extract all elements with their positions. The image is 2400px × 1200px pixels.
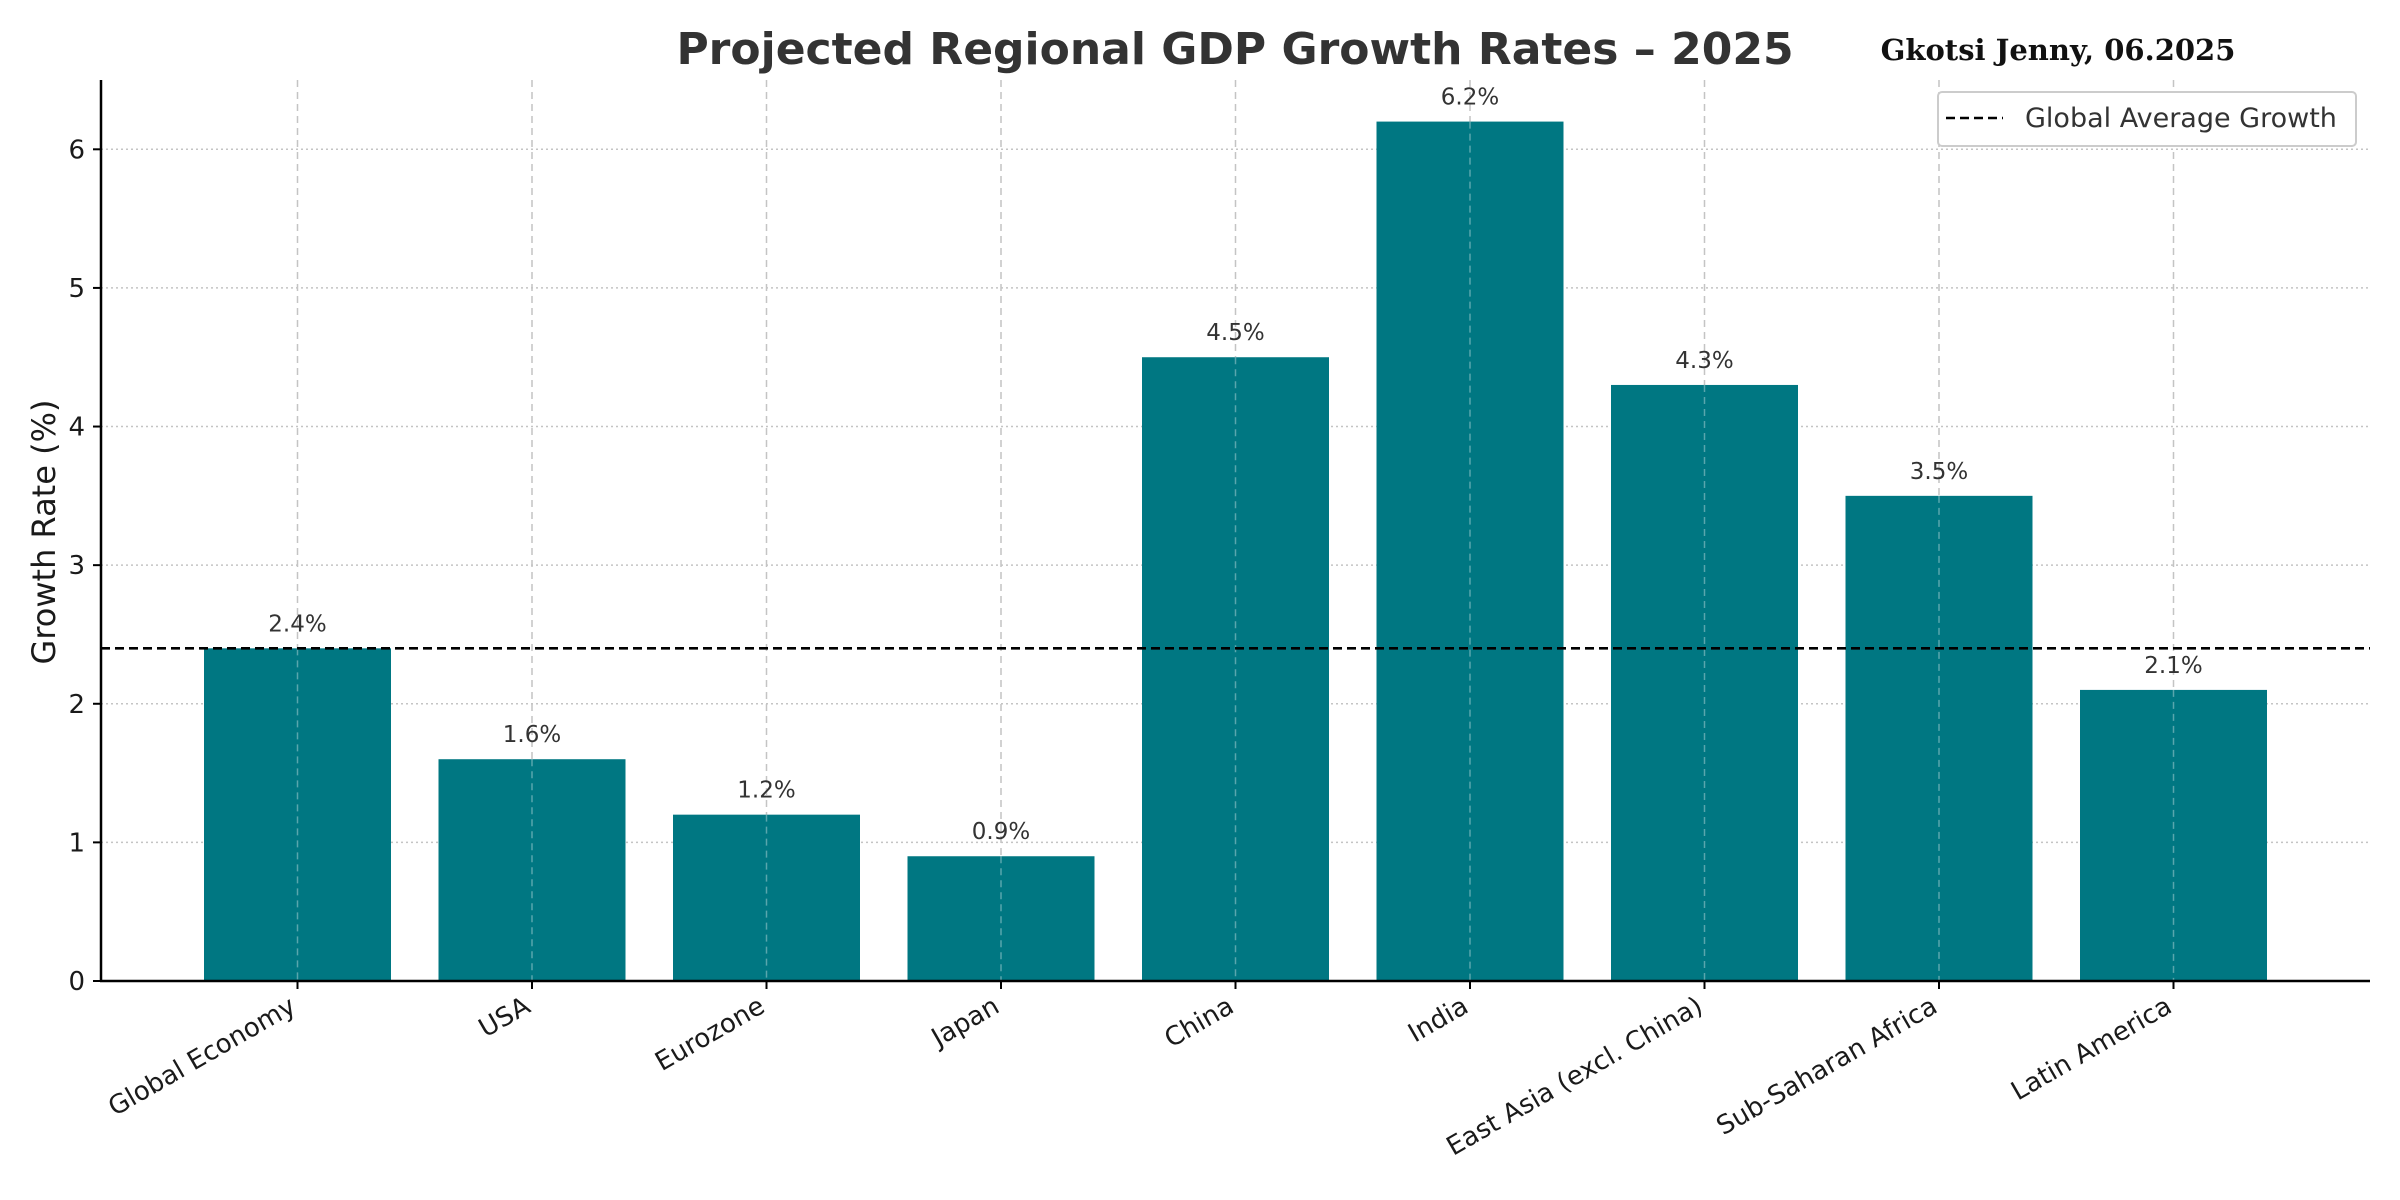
- author-note: Gkotsi Jenny, 06.2025: [1881, 33, 2236, 67]
- x-tick-label-0: Global Economy: [103, 991, 301, 1122]
- y-tick-label-6: 6: [68, 135, 85, 165]
- x-tick-label-7: Sub-Saharan Africa: [1712, 991, 1943, 1142]
- bar-7: [1845, 495, 2033, 981]
- bar-6: [1611, 384, 1798, 981]
- legend: Global Average Growth: [1937, 91, 2357, 147]
- y-ticks: 0 1 2 3 4 5 6: [68, 135, 101, 997]
- bar-8: [2080, 689, 2267, 981]
- y-tick-label-1: 1: [68, 828, 85, 858]
- x-ticks: Global Economy USA Eurozone Japan China India…: [103, 981, 2177, 1162]
- data-label-7: 3.5%: [1910, 459, 1968, 485]
- y-axis-label: Growth Rate (%): [25, 400, 63, 665]
- x-tick-label-4: China: [1160, 991, 1239, 1054]
- y-tick-label-2: 2: [68, 690, 85, 720]
- bar-1: [438, 759, 626, 981]
- data-label-4: 4.5%: [1206, 320, 1264, 346]
- data-label-3: 0.9%: [972, 819, 1030, 845]
- bar-5: [1376, 121, 1564, 982]
- data-label-1: 1.6%: [503, 722, 561, 748]
- x-tick-label-1: USA: [474, 991, 536, 1044]
- y-tick-label-3: 3: [68, 551, 85, 581]
- y-tick-label-0: 0: [68, 967, 85, 997]
- bar-0: [204, 648, 391, 981]
- x-tick-label-8: Latin America: [2006, 991, 2177, 1107]
- data-label-0: 2.4%: [268, 611, 326, 637]
- data-labels: 2.4% 1.6% 1.2% 0.9% 4.5% 6.2% 4.3% 3.5% 2.1%: [268, 85, 2202, 846]
- data-label-5: 6.2%: [1441, 85, 1499, 111]
- x-tick-label-2: Eurozone: [650, 991, 770, 1077]
- legend-label: Global Average Growth: [2025, 103, 2337, 134]
- data-label-8: 2.1%: [2144, 653, 2202, 679]
- y-tick-label-4: 4: [68, 413, 85, 443]
- bar-2: [673, 814, 860, 981]
- y-tick-label-5: 5: [68, 274, 85, 304]
- x-tick-label-6: East Asia (excl. China): [1442, 991, 1708, 1162]
- bar-3: [907, 856, 1095, 981]
- legend-box: [1937, 91, 2357, 147]
- data-label-2: 1.2%: [737, 778, 795, 804]
- chart-title: Projected Regional GDP Growth Rates – 20…: [676, 24, 1793, 75]
- x-tick-label-5: India: [1403, 991, 1473, 1049]
- bar-4: [1142, 357, 1329, 981]
- data-label-6: 4.3%: [1675, 348, 1733, 374]
- bars: [204, 121, 2267, 982]
- x-gridlines-overlay: [296, 121, 2175, 981]
- x-tick-label-3: Japan: [925, 991, 1005, 1054]
